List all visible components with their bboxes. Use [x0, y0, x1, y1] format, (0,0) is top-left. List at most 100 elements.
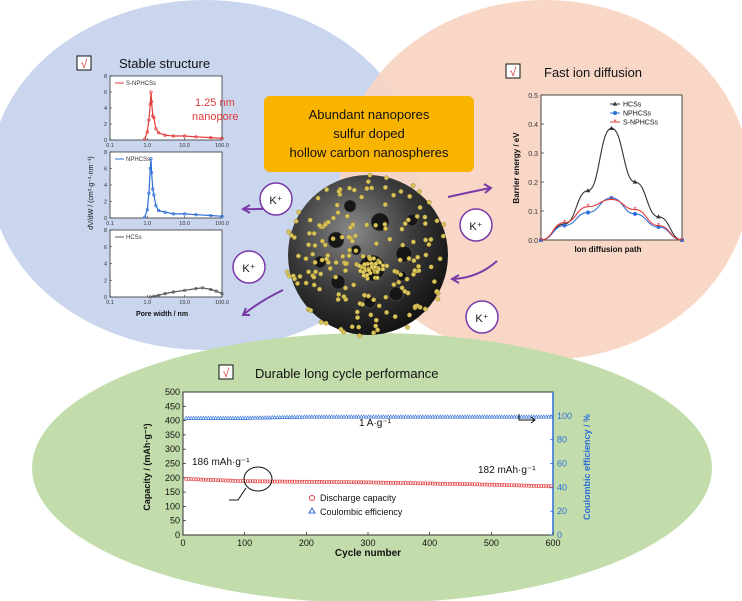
ce-point: [363, 414, 369, 419]
ce-point: [521, 414, 527, 419]
ce-point: [321, 414, 327, 419]
y-tick-label: 4: [104, 262, 107, 268]
ce-point: [452, 414, 458, 419]
sulfur-dot: [434, 218, 440, 224]
ce-point: [196, 415, 201, 420]
check-mark-icon: √: [510, 65, 517, 79]
data-point: *: [563, 219, 566, 228]
ce-point: [462, 414, 468, 419]
sulfur-dot: [440, 233, 446, 239]
y-tick-label: 0.0: [528, 238, 538, 245]
legend-label: HCSs: [623, 102, 642, 109]
legend-label: NPHCSs: [623, 111, 652, 118]
data-point: [156, 293, 161, 297]
sulfur-dot: [341, 294, 347, 299]
sulfur-dot: [303, 256, 309, 262]
sulfur-dot: [402, 221, 408, 227]
sulfur-dot: [380, 263, 386, 268]
pore-hole: [343, 199, 357, 213]
cycle-chart-ylabel-right: Coulombic efficiency / %: [582, 414, 592, 520]
data-point: [149, 157, 153, 161]
cycle-title: √ Durable long cycle performance: [218, 364, 439, 381]
stable-structure-label: Stable structure: [119, 56, 210, 71]
ce-point: [198, 415, 204, 420]
sulfur-dot: [371, 297, 376, 303]
sulfur-dot: [317, 286, 322, 292]
ce-point: [467, 414, 473, 419]
ce-point: [479, 414, 485, 419]
ce-point: [191, 415, 196, 420]
discharge-point: [499, 483, 504, 487]
legend-label: S-NPHCSs: [623, 120, 659, 127]
ce-point: [464, 414, 470, 419]
sulfur-dot: [295, 281, 300, 286]
discharge-point: [527, 483, 531, 488]
discharge-point: [327, 480, 332, 484]
sulfur-dot: [364, 273, 370, 278]
x-tick-label: 100: [237, 538, 252, 548]
check-box-icon: [218, 364, 234, 380]
data-point: [200, 286, 205, 290]
sulfur-dot: [349, 238, 355, 244]
data-point: [183, 134, 187, 138]
sulfur-dot: [399, 285, 405, 291]
discharge-point: [260, 479, 265, 484]
sulfur-dot: [293, 218, 299, 224]
discharge-point: [189, 477, 193, 482]
sulfur-dot: [373, 323, 379, 329]
discharge-point: [403, 481, 408, 485]
discharge-point: [258, 479, 262, 484]
ce-point: [543, 414, 549, 419]
data-point: *: [610, 195, 613, 204]
discharge-point: [297, 479, 302, 484]
sulfur-dot: [317, 222, 322, 228]
legend-ce-marker: [308, 507, 316, 514]
y-right-tick-label: 0: [557, 530, 562, 540]
k-ion-4: K⁺: [465, 300, 499, 334]
sulfur-dot: [369, 185, 375, 191]
discharge-point: [492, 482, 497, 487]
discharge-point: [416, 481, 420, 486]
cap-start-label: 186 mAh·g⁻¹: [192, 457, 250, 468]
ce-point: [531, 414, 537, 419]
ce-point: [548, 414, 554, 419]
ce-point: [186, 415, 191, 420]
ce-point: [368, 414, 374, 419]
discharge-point: [433, 481, 438, 486]
legend-label: S-NPHCSs: [126, 81, 156, 87]
discharge-point: [457, 482, 462, 486]
sulfur-dot: [311, 231, 317, 236]
discharge-point: [226, 478, 230, 483]
sulfur-dot: [351, 282, 357, 288]
ce-point: [492, 414, 497, 419]
discharge-point: [443, 481, 447, 486]
data-point: [152, 115, 156, 120]
discharge-point: [467, 482, 472, 487]
discharge-point: [223, 478, 228, 483]
ce-point: [499, 414, 505, 419]
sulfur-dot: [373, 317, 379, 323]
ce-point: [287, 414, 292, 419]
data-point: [149, 99, 154, 104]
discharge-point: [359, 480, 364, 485]
data-point: [586, 210, 590, 215]
arrow-icon: [449, 274, 460, 284]
series-line-S-NPHCSs: [144, 91, 223, 140]
sulfur-dot: [383, 175, 389, 181]
pore-panel-frame: [109, 229, 223, 298]
ce-point: [484, 414, 490, 419]
discharge-point: [285, 479, 290, 484]
discharge-point: [238, 479, 243, 483]
discharge-point: [549, 484, 554, 489]
discharge-point: [440, 481, 445, 486]
x-tick-label: 10.0: [179, 143, 190, 149]
ce-point: [474, 414, 480, 419]
ce-point: [541, 414, 547, 419]
data-point: [156, 131, 161, 135]
discharge-point: [196, 477, 201, 482]
data-point: *: [633, 206, 636, 215]
ce-point: [245, 415, 251, 420]
y-tick-label: 6: [104, 167, 107, 173]
arrow-icon: [452, 260, 498, 280]
ce-point: [289, 414, 295, 419]
